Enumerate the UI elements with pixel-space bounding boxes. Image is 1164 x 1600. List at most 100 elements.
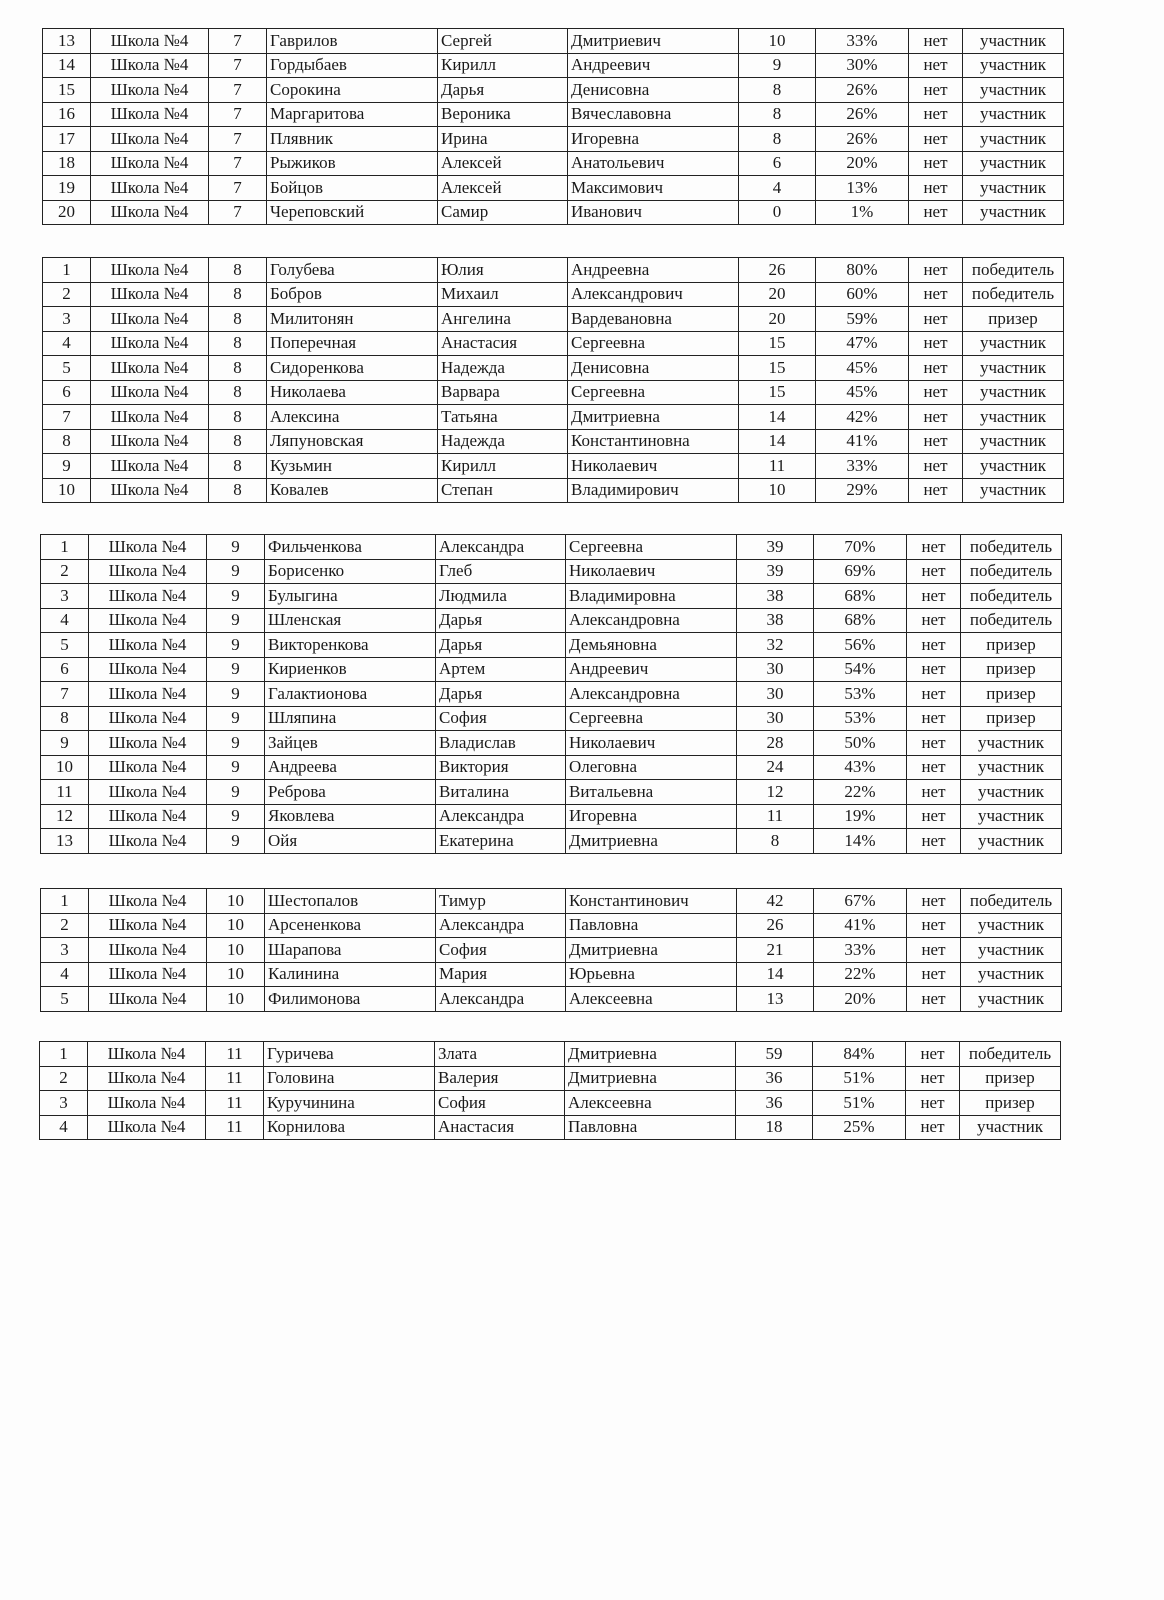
- cell-patronymic: Сергеевна: [565, 534, 737, 560]
- cell-row-number: 7: [42, 404, 91, 430]
- table-row: 9 Школа №4 9 Зайцев Владислав Николаевич 28 50%…: [40, 730, 1062, 756]
- cell-status-flag: нет: [905, 1090, 960, 1116]
- cell-school: Школа №4: [88, 779, 207, 805]
- cell-result: участник: [960, 961, 1062, 987]
- cell-status-flag: нет: [906, 937, 961, 963]
- cell-last-name: Шляпина: [264, 705, 436, 731]
- cell-result: победитель: [960, 558, 1062, 584]
- cell-grade: 11: [205, 1065, 264, 1091]
- cell-status-flag: нет: [906, 754, 961, 780]
- cell-percent: 70%: [813, 534, 907, 560]
- cell-percent: 53%: [813, 681, 907, 707]
- cell-percent: 14%: [813, 828, 907, 854]
- cell-grade: 9: [206, 730, 265, 756]
- cell-result: участник: [962, 77, 1064, 103]
- cell-percent: 56%: [813, 632, 907, 658]
- cell-first-name: Анастасия: [434, 1114, 565, 1140]
- table-row: 3 Школа №4 8 Милитонян Ангелина Вардевановна 2…: [42, 306, 1064, 332]
- table-row: 10 Школа №4 9 Андреева Виктория Олеговна 24 43%…: [40, 754, 1062, 780]
- cell-result: участник: [960, 912, 1062, 938]
- cell-score: 20: [738, 281, 816, 307]
- cell-result: призер: [960, 681, 1062, 707]
- cell-last-name: Шленская: [264, 607, 436, 633]
- cell-row-number: 6: [42, 379, 91, 405]
- cell-score: 8: [738, 126, 816, 152]
- cell-last-name: Сорокина: [266, 77, 438, 103]
- cell-percent: 29%: [815, 477, 909, 503]
- cell-score: 38: [736, 607, 814, 633]
- cell-patronymic: Максимович: [567, 175, 739, 201]
- table-row: 19 Школа №4 7 Бойцов Алексей Максимович 4 13% не…: [42, 175, 1064, 201]
- cell-school: Школа №4: [88, 803, 207, 829]
- cell-row-number: 4: [39, 1114, 88, 1140]
- cell-grade: 9: [206, 779, 265, 805]
- cell-row-number: 9: [40, 730, 89, 756]
- cell-status-flag: нет: [908, 126, 963, 152]
- cell-row-number: 20: [42, 199, 91, 225]
- cell-grade: 8: [208, 281, 267, 307]
- table-row: 3 Школа №4 10 Шарапова София Дмитриевна 21 33% н…: [40, 937, 1062, 963]
- cell-row-number: 5: [42, 355, 91, 381]
- cell-patronymic: Алексеевна: [565, 986, 737, 1012]
- table-row: 3 Школа №4 9 Булыгина Людмила Владимировна 38 6…: [40, 583, 1062, 609]
- cell-school: Школа №4: [90, 477, 209, 503]
- cell-first-name: Вероника: [437, 101, 568, 127]
- cell-school: Школа №4: [88, 534, 207, 560]
- cell-first-name: Артем: [435, 656, 566, 682]
- cell-grade: 7: [208, 28, 267, 54]
- cell-school: Школа №4: [88, 754, 207, 780]
- cell-percent: 59%: [815, 306, 909, 332]
- cell-school: Школа №4: [90, 77, 209, 103]
- cell-status-flag: нет: [908, 355, 963, 381]
- cell-percent: 45%: [815, 379, 909, 405]
- cell-patronymic: Дмитриевна: [564, 1065, 736, 1091]
- cell-status-flag: нет: [908, 101, 963, 127]
- cell-school: Школа №4: [88, 656, 207, 682]
- table-row: 9 Школа №4 8 Кузьмин Кирилл Николаевич 11 33% не…: [42, 453, 1064, 479]
- cell-score: 28: [736, 730, 814, 756]
- cell-status-flag: нет: [906, 730, 961, 756]
- cell-result: призер: [962, 306, 1064, 332]
- cell-row-number: 16: [42, 101, 91, 127]
- cell-percent: 54%: [813, 656, 907, 682]
- cell-first-name: Владислав: [435, 730, 566, 756]
- cell-percent: 22%: [813, 779, 907, 805]
- cell-row-number: 10: [42, 477, 91, 503]
- cell-school: Школа №4: [88, 681, 207, 707]
- cell-last-name: Кузьмин: [266, 453, 438, 479]
- cell-last-name: Филимонова: [264, 986, 436, 1012]
- cell-result: участник: [962, 199, 1064, 225]
- cell-score: 10: [738, 28, 816, 54]
- cell-percent: 26%: [815, 77, 909, 103]
- cell-last-name: Череповский: [266, 199, 438, 225]
- cell-first-name: Валерия: [434, 1065, 565, 1091]
- cell-grade: 8: [208, 330, 267, 356]
- table-row: 16 Школа №4 7 Маргаритова Вероника Вячеславов…: [42, 101, 1064, 127]
- cell-status-flag: нет: [908, 52, 963, 78]
- cell-status-flag: нет: [908, 330, 963, 356]
- cell-patronymic: Денисовна: [567, 355, 739, 381]
- cell-result: участник: [962, 428, 1064, 454]
- cell-percent: 20%: [813, 986, 907, 1012]
- cell-score: 26: [738, 257, 816, 283]
- cell-row-number: 5: [40, 632, 89, 658]
- cell-score: 0: [738, 199, 816, 225]
- cell-patronymic: Иванович: [567, 199, 739, 225]
- cell-first-name: Злата: [434, 1041, 565, 1067]
- cell-row-number: 2: [40, 558, 89, 584]
- cell-result: призер: [959, 1065, 1061, 1091]
- cell-percent: 19%: [813, 803, 907, 829]
- cell-status-flag: нет: [906, 888, 961, 914]
- cell-status-flag: нет: [908, 77, 963, 103]
- cell-result: призер: [960, 632, 1062, 658]
- cell-patronymic: Юрьевна: [565, 961, 737, 987]
- cell-status-flag: нет: [905, 1041, 960, 1067]
- cell-grade: 7: [208, 175, 267, 201]
- cell-last-name: Ляпуновская: [266, 428, 438, 454]
- cell-first-name: Виталина: [435, 779, 566, 805]
- cell-school: Школа №4: [90, 28, 209, 54]
- cell-row-number: 6: [40, 656, 89, 682]
- cell-first-name: Ангелина: [437, 306, 568, 332]
- cell-percent: 22%: [813, 961, 907, 987]
- cell-patronymic: Павловна: [565, 912, 737, 938]
